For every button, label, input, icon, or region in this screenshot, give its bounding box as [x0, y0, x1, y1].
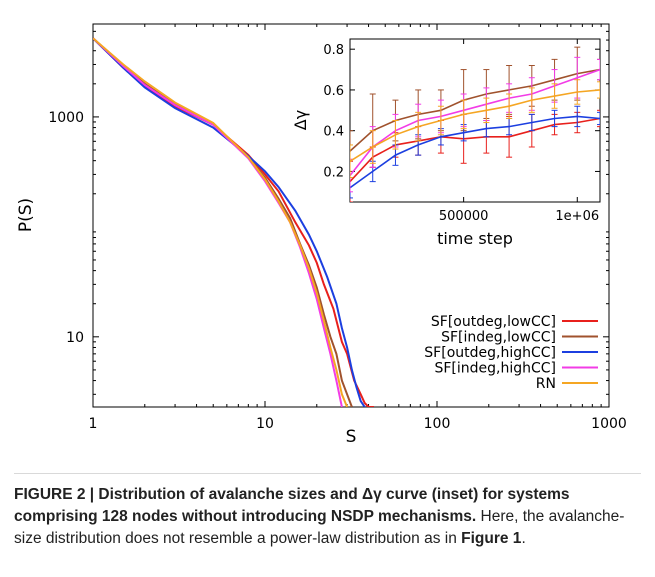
main-x-ticks: 1 10 100 1000: [89, 24, 627, 432]
figure-chart: 1 10 100 1000 10 1000 S P(S) SF[outdeg,lowCC…: [16, 23, 627, 447]
inset-plot-frame: [349, 38, 601, 203]
series-line-SF[indeg,highCC]: [93, 37, 343, 407]
legend-label: SF[outdeg,lowCC]: [431, 314, 556, 330]
caption-body: Here, the avalanche-size distribution do…: [14, 508, 625, 547]
main-x-tick-label: 10: [256, 416, 274, 432]
inset-x-tick-label: 500000: [439, 209, 489, 224]
main-plot: 1 10 100 1000 10 1000 S P(S) SF[outdeg,lowCC…: [16, 23, 627, 447]
inset-line-SF[indeg,lowCC]: [350, 68, 600, 152]
main-y-ticks: 10 1000: [48, 30, 609, 395]
inset-series-lines: [350, 46, 600, 202]
main-y-axis-label: P(S): [16, 198, 36, 232]
inset-y-tick-label: 0.8: [323, 43, 344, 58]
legend-label: SF[outdeg,highCC]: [424, 345, 556, 361]
main-x-tick-label: 1000: [591, 416, 627, 432]
main-x-tick-label: 100: [424, 416, 451, 432]
inset-line-RN: [350, 89, 600, 162]
caption-end: .: [521, 530, 526, 547]
main-x-axis-label: S: [346, 427, 357, 447]
legend-label: RN: [536, 376, 556, 392]
main-y-tick-label: 10: [66, 330, 84, 346]
caption-divider: [14, 473, 641, 474]
inset-x-ticks: 500000 1e+06: [439, 39, 599, 224]
legend-label: SF[indeg,highCC]: [434, 361, 556, 377]
series-line-SF[indeg,lowCC]: [93, 37, 353, 407]
inset-y-tick-label: 0.6: [323, 84, 344, 99]
figure-caption: FIGURE 2 | Distribution of avalanche siz…: [14, 484, 634, 550]
caption-figure-link[interactable]: Figure 1: [461, 530, 522, 547]
main-y-tick-label: 1000: [48, 110, 84, 126]
main-x-tick-label: 1: [89, 416, 98, 432]
inset-x-tick-label: 1e+06: [555, 209, 599, 224]
caption-lead: FIGURE 2 | Distribution of avalanche siz…: [14, 486, 570, 525]
inset-line-SF[indeg,highCC]: [350, 68, 600, 176]
inset-y-tick-label: 0.2: [323, 165, 344, 180]
inset-y-ticks: 0.2 0.4 0.6 0.8: [323, 43, 600, 180]
series-line-SF[outdeg,highCC]: [93, 37, 366, 407]
main-series-lines: [93, 37, 374, 407]
inset-line-SF[outdeg,highCC]: [350, 115, 600, 189]
series-line-RN: [93, 37, 349, 407]
inset-y-axis-label: Δγ: [291, 110, 310, 130]
legend-label: SF[indeg,lowCC]: [441, 330, 556, 346]
inset-plot: 500000 1e+06 0.2 0.4 0.6 0.8 time step Δγ: [291, 38, 601, 248]
inset-y-tick-label: 0.4: [323, 125, 344, 140]
legend: SF[outdeg,lowCC]SF[indeg,lowCC]SF[outdeg…: [424, 314, 598, 392]
inset-line-SF[outdeg,lowCC]: [350, 117, 600, 183]
inset-x-axis-label: time step: [437, 229, 513, 248]
